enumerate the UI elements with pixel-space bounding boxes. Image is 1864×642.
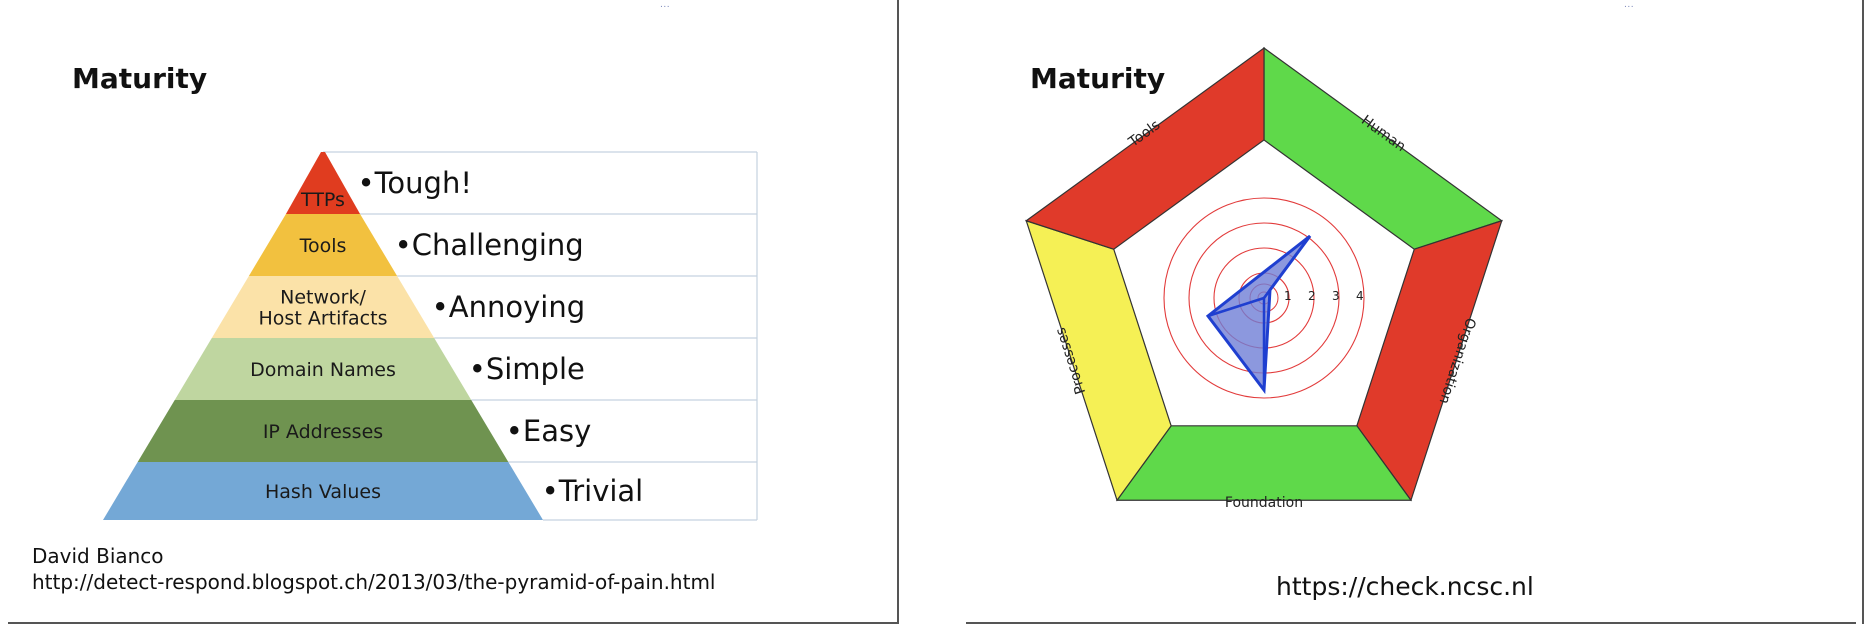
pyramid-level-label: Domain Names [250, 359, 396, 381]
slide-bottom-rule [966, 622, 1856, 624]
pyramid-diagram: TTPs •Tough! Tools •Challenging Network/Host… [103, 151, 758, 521]
pyramid-level-label: TTPs [300, 189, 345, 211]
pyramid-level: Hash Values •Trivial [103, 462, 643, 520]
credit-author: David Bianco [32, 544, 164, 568]
segment-band [1024, 46, 1265, 250]
pyramid-band [137, 400, 509, 462]
slide-right-border [897, 0, 899, 624]
scale-label: 2 [1308, 289, 1316, 303]
slide-pyramid-of-pain: ... Maturity TTPs •Tough! Tools •Challengin… [0, 0, 900, 624]
radar-ring [1163, 197, 1365, 399]
pyramid-level-label: IP Addresses [263, 421, 383, 443]
maturity-segment: Tools [1024, 46, 1265, 250]
maturity-spoke [1262, 235, 1312, 299]
pyramid-band [174, 338, 472, 400]
slide-title: Maturity [1030, 62, 1166, 95]
scale-label: 1 [1284, 289, 1292, 303]
difficulty-label: •Tough! [358, 166, 472, 200]
maturity-segment: Foundation [1115, 425, 1413, 511]
slide-right-border [1862, 0, 1864, 624]
maturity-shape [1205, 234, 1312, 395]
pyramid-band [248, 214, 398, 276]
credit-url: http://detect-respond.blogspot.ch/2013/0… [32, 570, 716, 594]
maturity-segment: Human [1263, 46, 1504, 250]
difficulty-label: •Trivial [542, 474, 644, 508]
maturity-spoke [1263, 289, 1271, 299]
pyramid-level: IP Addresses •Easy [137, 400, 591, 462]
scale-label: 3 [1332, 289, 1340, 303]
segment-label: Foundation [1225, 495, 1303, 511]
pyramid-level: Network/Host Artifacts •Annoying [211, 276, 585, 338]
credit-block: David Bianco http://detect-respond.blogs… [32, 543, 715, 595]
pyramid-band [211, 276, 435, 338]
scale-label: 4 [1356, 289, 1364, 303]
logo-mark: ... [1624, 0, 1635, 10]
slide-bottom-rule [8, 622, 898, 624]
maturity-spoke [1207, 296, 1265, 318]
pyramid-band [103, 462, 543, 520]
pyramid-level-label: Network/ [280, 287, 366, 309]
slide-title: Maturity [72, 62, 208, 95]
pyramid-level: Domain Names •Simple [174, 338, 585, 400]
difficulty-table [323, 151, 758, 521]
maturity-pentagon-diagram: HumanOrganizationFoundationProcessesTool… [1024, 46, 1504, 511]
pyramid-level-label: Host Artifacts [259, 308, 388, 330]
pyramid-level-label: Tools [299, 235, 347, 257]
pyramid-band [285, 152, 361, 214]
slide-maturity-pentagon: ... Maturity Human Organization Foundation… [964, 0, 1864, 624]
difficulty-label: •Challenging [395, 228, 584, 262]
source-url: https://check.ncsc.nl [1276, 572, 1534, 601]
segment-band [1263, 46, 1504, 250]
logo-mark: ... [660, 0, 671, 10]
pyramid-level: TTPs •Tough! [285, 152, 472, 214]
pyramid-level: Tools •Challenging [248, 214, 584, 276]
pyramid-level-label: Hash Values [265, 481, 381, 503]
pentagon-segments: HumanOrganizationFoundationProcessesTool… [1024, 46, 1504, 511]
difficulty-label: •Annoying [432, 290, 585, 324]
difficulty-label: •Simple [469, 352, 585, 386]
difficulty-label: •Easy [506, 414, 591, 448]
